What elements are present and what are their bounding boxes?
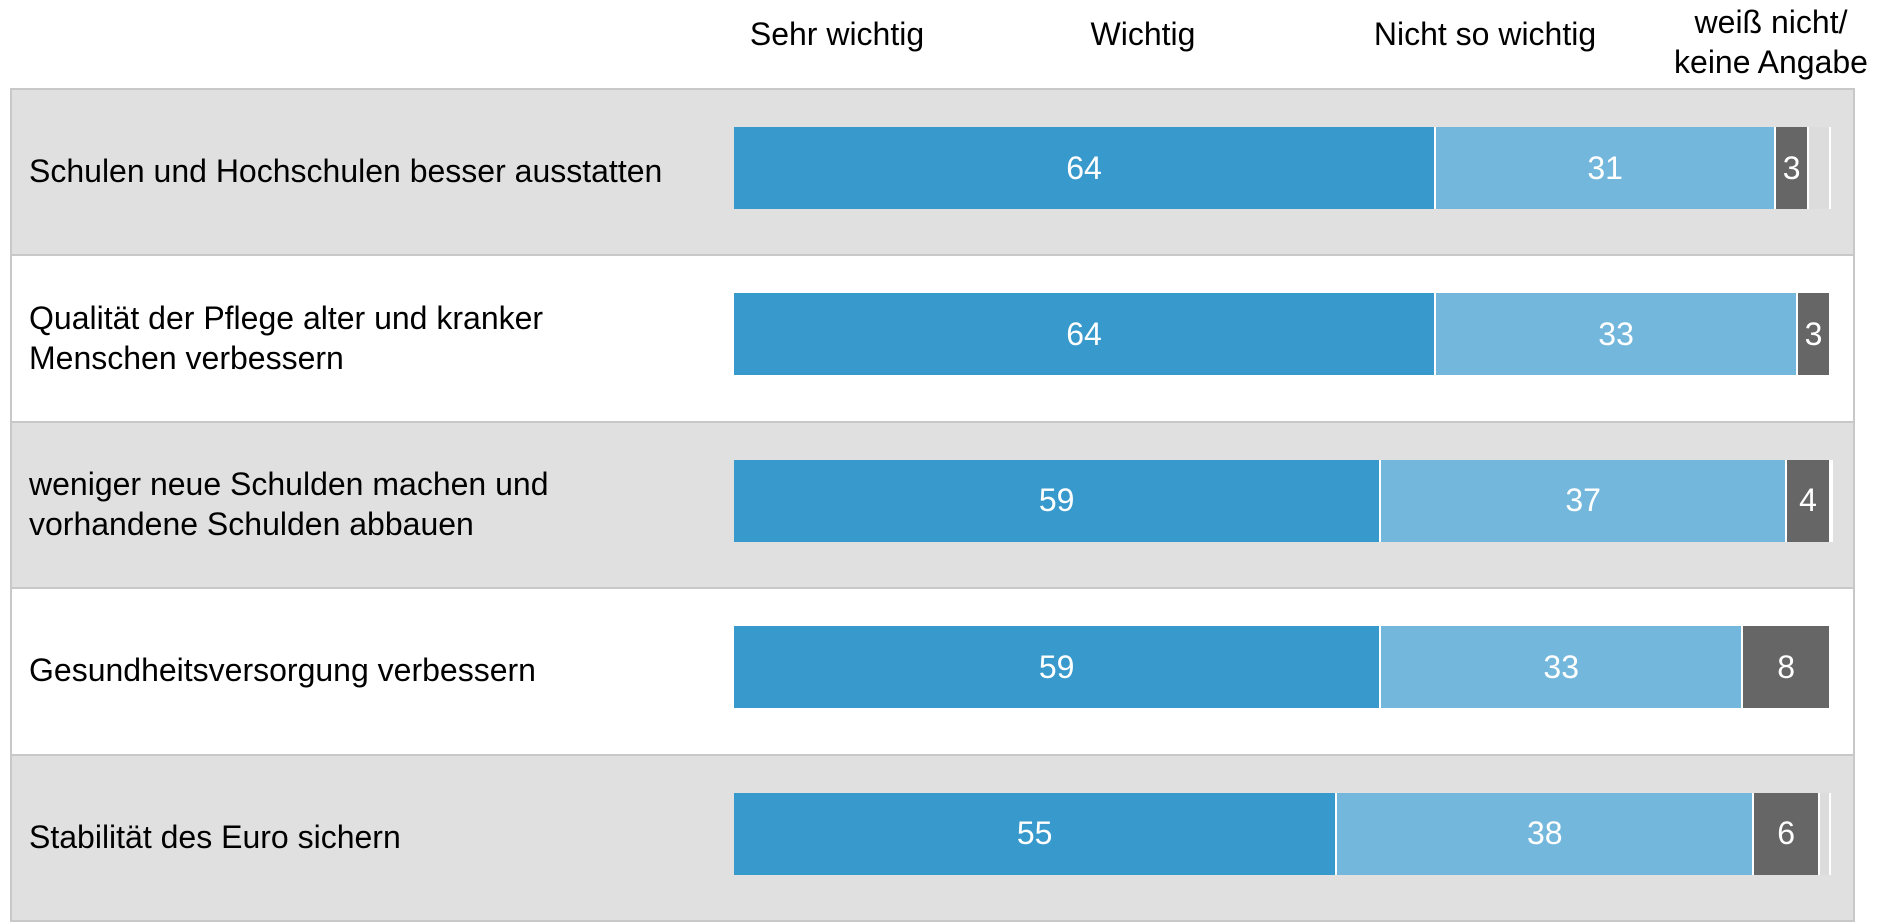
bar-segment: 64 — [734, 293, 1437, 376]
category-label: Schulen und Hochschulen besser ausstatte… — [29, 153, 663, 190]
bar-segment — [1831, 459, 1833, 542]
bar-segment: 59 — [734, 459, 1382, 542]
bar-segment: 37 — [1381, 459, 1788, 542]
bar-segment: 33 — [1436, 293, 1799, 376]
bar-segment: 3 — [1776, 127, 1810, 209]
bar-segment — [1820, 792, 1831, 875]
category-label: Gesundheitsversorgung verbessern — [29, 652, 536, 689]
category-label: Stabilität des Euro sichern — [29, 818, 401, 855]
legend-entry: Wichtig — [1090, 16, 1196, 52]
category-label: weniger neue Schulden machen und vorhand… — [29, 465, 549, 542]
bar-segment — [1831, 293, 1833, 376]
category-label: Qualität der Pflege alter und kranker Me… — [29, 299, 544, 376]
legend-entry: weiß nicht/ keine Angabe — [1674, 4, 1868, 80]
legend-entry: Sehr wichtig — [749, 16, 925, 52]
bar-segment: 59 — [734, 626, 1382, 709]
legend-entry: Nicht so wichtig — [1373, 16, 1597, 52]
bar-segment: 38 — [1337, 792, 1755, 875]
bar-segment: 3 — [1798, 293, 1831, 376]
bar-segment: 64 — [734, 127, 1437, 209]
bar-segment: 55 — [734, 792, 1338, 875]
bar-segment: 31 — [1436, 127, 1777, 209]
bar-segment: 4 — [1787, 459, 1831, 542]
bar-segment: 6 — [1754, 792, 1821, 875]
bar-segment: 8 — [1743, 626, 1831, 709]
bar-segment: 33 — [1381, 626, 1744, 709]
bar-segment — [1809, 127, 1831, 209]
bar-segment — [1831, 626, 1833, 709]
